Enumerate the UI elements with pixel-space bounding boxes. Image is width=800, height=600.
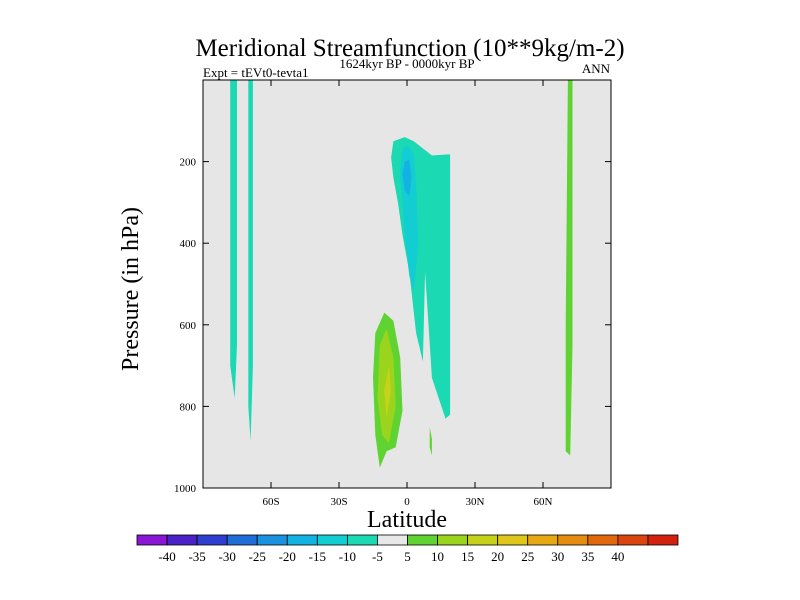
colorbar-box bbox=[587, 534, 619, 546]
x-tick-label: 30N bbox=[466, 496, 485, 508]
y-tick-label: 800 bbox=[180, 401, 197, 413]
colorbar-box bbox=[196, 534, 228, 546]
chart-title: Meridional Streamfunction (10**9kg/m-2) bbox=[195, 35, 624, 62]
colorbar-box bbox=[617, 534, 649, 546]
colorbar-label: 30 bbox=[551, 549, 564, 564]
colorbar-box bbox=[407, 534, 438, 546]
colorbar-box bbox=[136, 534, 168, 546]
region-nh-polar-cell bbox=[565, 80, 573, 456]
colorbar-box bbox=[226, 534, 258, 546]
colorbar-box bbox=[316, 534, 348, 546]
colorbar-box bbox=[467, 534, 499, 546]
colorbar-box bbox=[286, 534, 318, 546]
colorbar-box bbox=[256, 534, 288, 546]
colorbar-box bbox=[346, 534, 378, 546]
colorbar-box bbox=[647, 534, 679, 546]
y-tick-label: 1000 bbox=[174, 483, 197, 495]
colorbar-box bbox=[557, 534, 589, 546]
x-tick-label: 60S bbox=[262, 496, 279, 508]
colorbar-label: 20 bbox=[491, 549, 504, 564]
region-sh-polar-cell-west bbox=[230, 80, 237, 399]
colorbar-label: -25 bbox=[249, 549, 266, 564]
y-tick-label: 600 bbox=[180, 320, 197, 332]
colorbar-label: -40 bbox=[158, 549, 175, 564]
colorbar-label: -10 bbox=[339, 549, 356, 564]
x-tick-label: 60N bbox=[534, 496, 553, 508]
colorbar-box bbox=[437, 534, 469, 546]
colorbar-label: 25 bbox=[521, 549, 534, 564]
chart-subtitle-right: ANN bbox=[582, 61, 611, 76]
chart-subtitle-left: Expt = tEVt0-tevta1 bbox=[203, 65, 309, 80]
colorbar-box bbox=[377, 534, 408, 546]
region-sh-tropical-cell-core bbox=[384, 365, 392, 419]
colorbar-label: -30 bbox=[218, 549, 235, 564]
y-axis-label: Pressure (in hPa) bbox=[118, 207, 144, 371]
contour-regions bbox=[230, 80, 573, 468]
region-sh-polar-cell-east bbox=[248, 80, 253, 442]
y-tick-label: 400 bbox=[180, 238, 197, 250]
region-nh-tropical-low-sliver bbox=[429, 426, 432, 456]
colorbar: -40 -35 -30 -25 -20 -15 -10 -5 5 10 15 20 25 30 35 40 bbox=[136, 534, 679, 564]
colorbar-label: 10 bbox=[431, 549, 444, 564]
colorbar-label: -15 bbox=[309, 549, 326, 564]
chart-subtitle-center: 1624kyr BP - 0000kyr BP bbox=[339, 56, 474, 71]
x-axis-label: Latitude bbox=[367, 507, 447, 533]
colorbar-label: 5 bbox=[404, 549, 411, 564]
x-tick-label: 0 bbox=[404, 496, 410, 508]
x-tick-label: 30S bbox=[330, 496, 347, 508]
colorbar-label: 15 bbox=[461, 549, 474, 564]
colorbar-label: 40 bbox=[611, 549, 624, 564]
y-axis-ticks: 200 400 600 800 1000 bbox=[174, 157, 611, 495]
colorbar-label: -20 bbox=[279, 549, 296, 564]
x-axis-ticks: 60S 30S 0 30N 60N bbox=[262, 80, 553, 508]
y-tick-label: 200 bbox=[180, 157, 197, 169]
colorbar-box bbox=[497, 534, 529, 546]
colorbar-box bbox=[527, 534, 559, 546]
region-nh-tropical-cell-core bbox=[402, 159, 412, 197]
colorbar-label: -5 bbox=[372, 549, 383, 564]
colorbar-label: -35 bbox=[188, 549, 205, 564]
colorbar-box bbox=[166, 534, 198, 546]
colorbar-label: 35 bbox=[581, 549, 594, 564]
